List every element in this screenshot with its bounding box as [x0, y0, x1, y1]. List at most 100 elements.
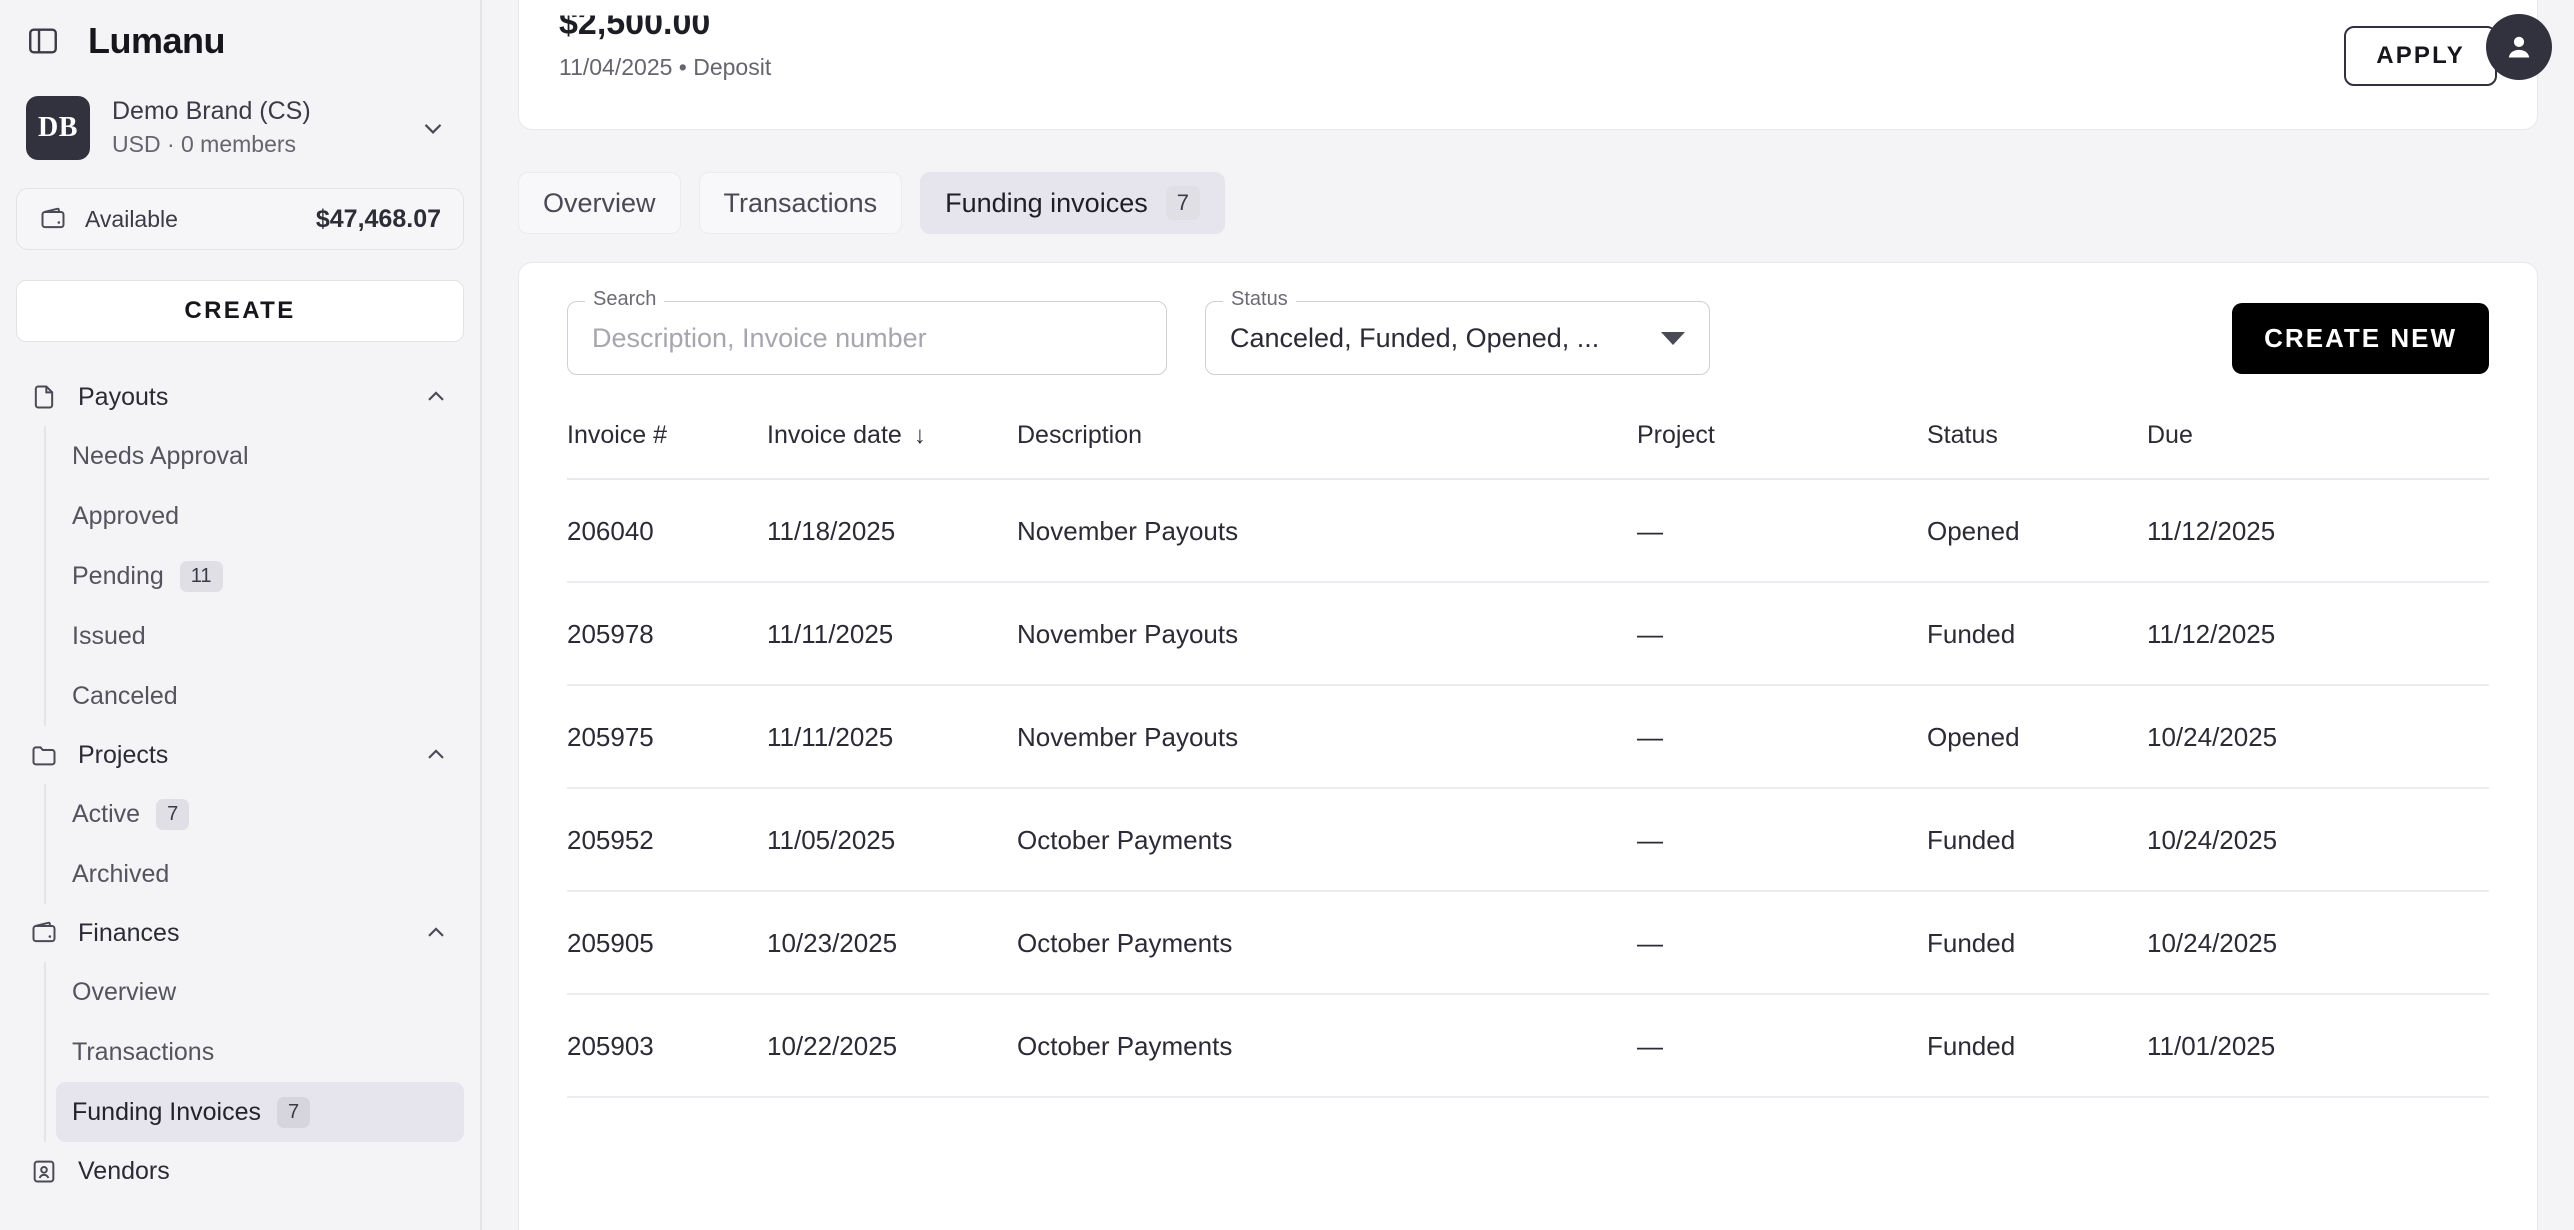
- cell-invoice-date: 10/23/2025: [767, 891, 1017, 995]
- column-header-project[interactable]: Project: [1637, 421, 1927, 480]
- column-header-invoice-date[interactable]: Invoice date ↓: [767, 421, 1017, 480]
- cell-invoice-date: 11/11/2025: [767, 685, 1017, 789]
- org-name: Demo Brand (CS): [112, 97, 311, 126]
- sidebar-item-vendors[interactable]: Vendors: [16, 1142, 464, 1200]
- sidebar-item-payouts[interactable]: Payouts: [16, 368, 464, 426]
- deposit-meta: 11/04/2025 • Deposit: [559, 54, 772, 80]
- nav-group-payouts: Payouts Needs Approval Approved: [16, 368, 464, 726]
- chevron-down-icon[interactable]: [1661, 331, 1685, 345]
- tab-transactions[interactable]: Transactions: [698, 172, 903, 234]
- deposit-info: $2,500.00 11/04/2025 • Deposit: [559, 0, 771, 81]
- nav-group-projects: Projects Active 7 Archived: [16, 726, 464, 904]
- table-header-row: Invoice # Invoice date ↓ Description Proj…: [567, 421, 2489, 480]
- column-header-invoice-number[interactable]: Invoice #: [567, 421, 767, 480]
- tab-overview[interactable]: Overview: [518, 172, 681, 234]
- nav-label: Canceled: [72, 681, 178, 710]
- cell-project: —: [1637, 788, 1927, 892]
- folder-icon: [30, 741, 58, 769]
- cell-invoice-number: 205952: [567, 788, 767, 892]
- available-balance-card[interactable]: Available $47,468.07: [16, 188, 464, 250]
- tab-label: Overview: [543, 187, 656, 218]
- status-field: Status Canceled, Funded, Opened, ...: [1205, 288, 1710, 375]
- column-header-description[interactable]: Description: [1017, 421, 1637, 480]
- sidebar-item-needs-approval[interactable]: Needs Approval: [56, 426, 464, 486]
- toggle-sidebar-icon[interactable]: [26, 24, 60, 58]
- wallet-icon: [30, 919, 58, 947]
- funding-invoices-table: Invoice # Invoice date ↓ Description Proj…: [567, 421, 2489, 1098]
- deposit-amount: $2,500.00: [559, 4, 711, 42]
- wallet-icon: [39, 205, 67, 233]
- sidebar-item-projects[interactable]: Projects: [16, 726, 464, 784]
- chevron-up-icon[interactable]: [422, 383, 450, 411]
- nav-group-vendors: Vendors: [16, 1142, 464, 1200]
- sidebar-item-transactions[interactable]: Transactions: [56, 1022, 464, 1082]
- sidebar-item-issued[interactable]: Issued: [56, 606, 464, 666]
- search-box[interactable]: [567, 301, 1167, 375]
- table-row[interactable]: 205975 11/11/2025 November Payouts — Ope…: [567, 685, 2489, 789]
- nav-label: Pending: [72, 561, 164, 590]
- nav-children-projects: Active 7 Archived: [44, 784, 464, 904]
- table-row[interactable]: 205978 11/11/2025 November Payouts — Fun…: [567, 582, 2489, 686]
- user-avatar-button[interactable]: [2486, 14, 2552, 80]
- cell-invoice-date: 10/22/2025: [767, 994, 1017, 1098]
- brand-row: Lumanu: [0, 0, 480, 82]
- chevron-down-icon[interactable]: [418, 113, 448, 143]
- tab-funding-invoices[interactable]: Funding invoices 7: [920, 172, 1225, 234]
- tab-label: Funding invoices: [945, 187, 1148, 218]
- available-label: Available: [85, 205, 178, 232]
- sidebar-item-finances[interactable]: Finances: [16, 904, 464, 962]
- cell-project: —: [1637, 685, 1927, 789]
- sidebar-item-archived[interactable]: Archived: [56, 844, 464, 904]
- nav-children-payouts: Needs Approval Approved Pending 11 Issue…: [44, 426, 464, 726]
- table-row[interactable]: 206040 11/18/2025 November Payouts — Ope…: [567, 479, 2489, 583]
- cell-due: 10/24/2025: [2147, 891, 2489, 995]
- nav-label: Finances: [78, 918, 180, 947]
- nav-label: Needs Approval: [72, 441, 249, 470]
- nav-label: Funding Invoices: [72, 1097, 262, 1126]
- apply-button[interactable]: APPLY: [2344, 26, 2497, 86]
- badge-count: 7: [277, 1096, 311, 1128]
- org-switcher[interactable]: DB Demo Brand (CS) USD · 0 members: [0, 82, 480, 182]
- cell-status: Opened: [1927, 479, 2147, 583]
- nav-label: Archived: [72, 859, 170, 888]
- main-content: $2,500.00 11/04/2025 • Deposit APPLY Ove…: [482, 0, 2574, 1230]
- table-row[interactable]: 205952 11/05/2025 October Payments — Fun…: [567, 788, 2489, 892]
- column-header-status[interactable]: Status: [1927, 421, 2147, 480]
- cell-invoice-number: 205978: [567, 582, 767, 686]
- brand-title: Lumanu: [88, 20, 226, 61]
- cell-invoice-number: 205903: [567, 994, 767, 1098]
- tab-label: Transactions: [723, 187, 878, 218]
- chevron-up-icon[interactable]: [422, 919, 450, 947]
- cell-description: October Payments: [1017, 994, 1637, 1098]
- cell-due: 11/12/2025: [2147, 582, 2489, 686]
- sidebar-item-overview[interactable]: Overview: [56, 962, 464, 1022]
- create-new-button[interactable]: CREATE NEW: [2232, 302, 2489, 374]
- chevron-up-icon[interactable]: [422, 741, 450, 769]
- create-button[interactable]: CREATE: [16, 280, 464, 342]
- table-row[interactable]: 205903 10/22/2025 October Payments — Fun…: [567, 994, 2489, 1098]
- cell-status: Opened: [1927, 685, 2147, 789]
- badge-count: 7: [1165, 186, 1200, 220]
- cell-invoice-number: 206040: [567, 479, 767, 583]
- status-select[interactable]: Canceled, Funded, Opened, ...: [1205, 301, 1710, 375]
- sidebar-item-funding-invoices[interactable]: Funding Invoices 7: [56, 1082, 464, 1142]
- table-row[interactable]: 205905 10/23/2025 October Payments — Fun…: [567, 891, 2489, 995]
- sidebar-item-active[interactable]: Active 7: [56, 784, 464, 844]
- nav-children-finances: Overview Transactions Funding Invoices 7: [44, 962, 464, 1142]
- cell-description: November Payouts: [1017, 685, 1637, 789]
- cell-invoice-number: 205975: [567, 685, 767, 789]
- tab-bar: Overview Transactions Funding invoices 7: [482, 130, 2574, 234]
- column-header-due[interactable]: Due: [2147, 421, 2489, 480]
- cell-status: Funded: [1927, 582, 2147, 686]
- sort-descending-icon: ↓: [913, 422, 926, 449]
- sidebar-item-canceled[interactable]: Canceled: [56, 666, 464, 726]
- sidebar: Lumanu DB Demo Brand (CS) USD · 0 member…: [0, 0, 482, 1230]
- sidebar-item-approved[interactable]: Approved: [56, 486, 464, 546]
- table-head: Invoice # Invoice date ↓ Description Proj…: [567, 421, 2489, 480]
- search-input[interactable]: [592, 322, 1142, 354]
- table-body: 206040 11/18/2025 November Payouts — Ope…: [567, 479, 2489, 1098]
- sidebar-item-pending[interactable]: Pending 11: [56, 546, 464, 606]
- org-meta: USD · 0 members: [112, 130, 297, 157]
- nav-label: Active: [72, 799, 141, 828]
- search-field: Search: [567, 288, 1167, 375]
